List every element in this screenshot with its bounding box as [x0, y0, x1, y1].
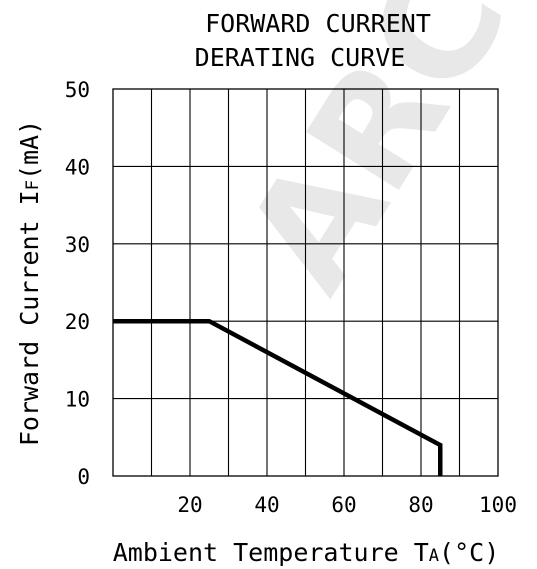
- x-tick-label: 80: [408, 493, 433, 517]
- y-axis-label-unit: (mA): [15, 120, 44, 180]
- x-tick-labels: 20 40 60 80 100: [177, 493, 517, 517]
- x-axis-label-unit: (°C): [439, 538, 499, 567]
- x-axis-label-main: Ambient Temperature T: [113, 538, 429, 567]
- y-tick-label: 20: [65, 310, 90, 334]
- x-axis-label: Ambient Temperature TA(°C): [113, 538, 500, 567]
- y-tick-label: 50: [65, 78, 90, 102]
- derating-curve-line: [113, 318, 443, 476]
- x-tick-label: 100: [479, 493, 517, 517]
- x-tick-label: 60: [331, 493, 356, 517]
- y-axis-label: Forward Current IF(mA): [15, 120, 44, 446]
- y-tick-label: 0: [77, 465, 90, 489]
- x-tick-label: 40: [254, 493, 279, 517]
- y-axis-label-subscript: F: [23, 180, 43, 190]
- y-tick-label: 30: [65, 233, 90, 257]
- grid: [113, 89, 498, 476]
- plot-frame: [112, 88, 499, 477]
- chart-title-line-1: FORWARD CURRENT: [205, 9, 431, 38]
- y-axis-label-main: Forward Current I: [15, 190, 44, 446]
- chart-title-line-2: DERATING CURVE: [195, 43, 406, 72]
- y-tick-labels: 0 10 20 30 40 50: [65, 78, 90, 489]
- x-axis-label-subscript: A: [429, 546, 439, 566]
- series-layer: [113, 318, 443, 476]
- y-tick-label: 40: [65, 155, 90, 179]
- y-tick-label: 10: [65, 388, 90, 412]
- x-tick-label: 20: [177, 493, 202, 517]
